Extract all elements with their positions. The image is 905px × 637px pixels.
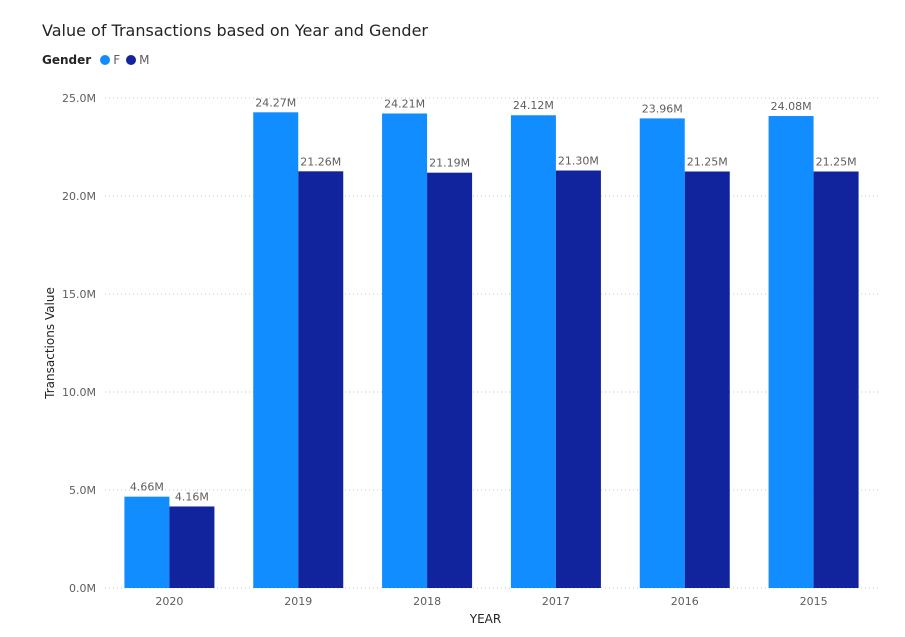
y-tick-label: 10.0M [62,386,96,399]
data-label-m-2020: 4.16M [175,490,209,503]
data-label-m-2016: 21.25M [687,156,728,169]
legend: Gender F M [42,53,155,67]
y-tick-label: 20.0M [62,190,96,203]
legend-item-m[interactable]: M [126,53,149,67]
data-label-f-2016: 23.96M [642,102,683,115]
data-label-f-2020: 4.66M [130,481,164,494]
y-axis-title: Transactions Value [43,287,57,400]
bar-f-2015 [768,116,814,589]
legend-dot-f [100,55,111,65]
data-label-f-2015: 24.08M [771,100,812,113]
data-label-m-2015: 21.25M [816,156,857,169]
bar-m-2015 [813,171,859,588]
data-label-m-2017: 21.30M [558,155,599,168]
bar-m-2016 [684,171,730,588]
x-tick-label: 2016 [671,595,699,608]
y-tick-label: 25.0M [62,92,96,105]
data-label-f-2017: 24.12M [513,99,554,112]
legend-title: Gender [42,53,92,67]
bar-m-2018 [427,172,473,588]
legend-dot-m [126,55,137,65]
x-tick-label: 2018 [413,595,441,608]
bar-f-2020 [124,496,170,588]
bar-f-2019 [253,112,299,589]
y-tick-label: 5.0M [69,484,96,497]
chart-title: Value of Transactions based on Year and … [42,21,428,40]
legend-item-f[interactable]: F [100,53,120,67]
data-label-m-2019: 21.26M [300,155,341,168]
x-tick-label: 2020 [155,595,183,608]
bar-m-2017 [555,170,601,588]
bar-f-2016 [639,118,685,588]
bar-m-2019 [298,171,344,588]
bar-f-2017 [510,115,556,589]
x-tick-label: 2017 [542,595,570,608]
y-tick-label: 0.0M [69,582,96,595]
x-tick-label: 2019 [284,595,312,608]
bar-m-2020 [169,506,215,588]
y-tick-label: 15.0M [62,288,96,301]
data-label-m-2018: 21.19M [429,157,470,170]
x-axis-title: YEAR [469,612,501,626]
data-label-f-2019: 24.27M [255,96,296,109]
x-tick-label: 2015 [800,595,828,608]
legend-label-m: M [139,53,150,67]
data-label-f-2018: 24.21M [384,97,425,110]
legend-label-f: F [113,53,121,67]
bar-f-2018 [382,113,428,588]
